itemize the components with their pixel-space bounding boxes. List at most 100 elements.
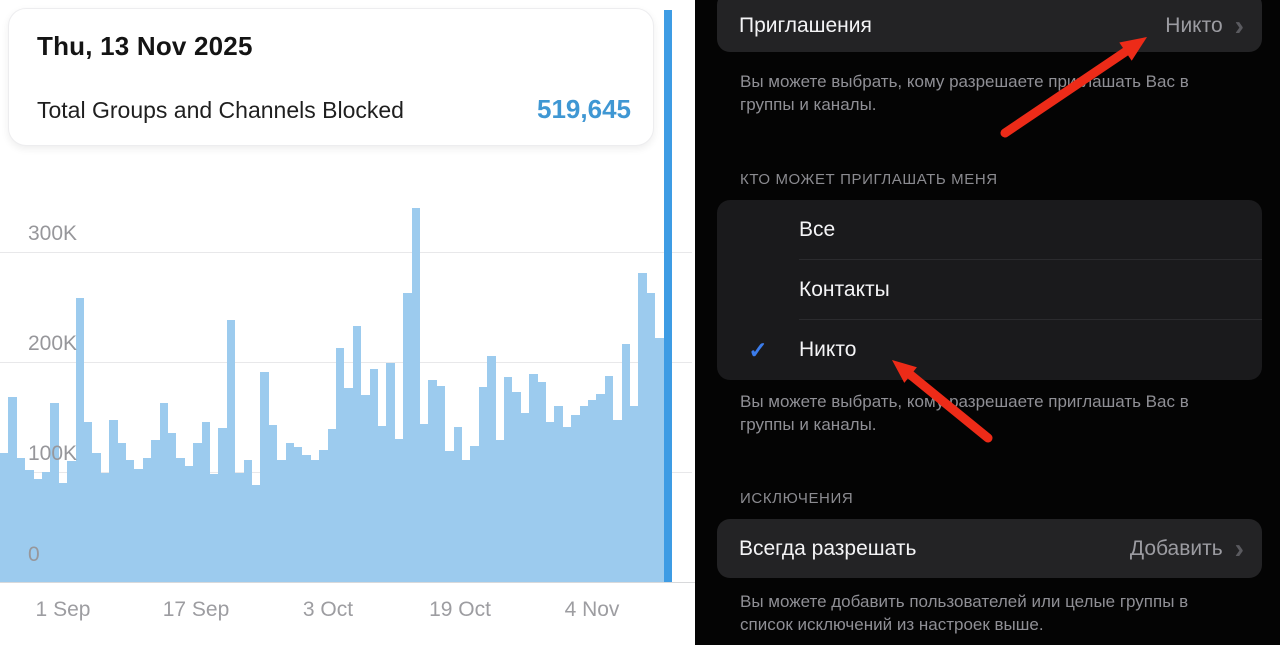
bar[interactable] <box>50 403 59 582</box>
bar[interactable] <box>361 395 370 582</box>
bar[interactable] <box>646 293 656 582</box>
bar[interactable] <box>25 470 34 582</box>
bar[interactable] <box>554 406 563 582</box>
bar[interactable] <box>260 372 269 582</box>
bar[interactable] <box>243 460 252 582</box>
option-contacts[interactable]: Контакты <box>717 260 1262 320</box>
bar[interactable] <box>117 443 126 582</box>
bar[interactable] <box>428 380 437 582</box>
bar[interactable] <box>319 450 328 582</box>
y-tick-300k: 300K <box>28 222 78 245</box>
bar[interactable] <box>621 344 630 582</box>
bar[interactable] <box>411 208 420 582</box>
invitations-row[interactable]: Приглашения Никто › <box>717 0 1262 52</box>
chevron-right-icon: › <box>1234 532 1244 564</box>
bar[interactable] <box>33 479 42 582</box>
bar[interactable] <box>562 427 572 582</box>
bar[interactable] <box>226 320 236 582</box>
bar[interactable] <box>537 382 546 582</box>
chart-tooltip: Thu, 13 Nov 2025 Total Groups and Channe… <box>8 8 654 146</box>
bar[interactable] <box>436 386 446 582</box>
bar[interactable] <box>546 422 555 582</box>
bar[interactable] <box>285 443 294 582</box>
bar[interactable] <box>638 273 647 582</box>
bar[interactable] <box>403 293 412 582</box>
bar[interactable] <box>210 474 219 582</box>
bar[interactable] <box>512 392 521 582</box>
bar[interactable] <box>386 363 395 582</box>
privacy-settings-panel: Приглашения Никто › Вы можете выбрать, к… <box>695 0 1280 645</box>
tooltip-date: Thu, 13 Nov 2025 <box>37 31 253 61</box>
bar[interactable] <box>134 469 143 582</box>
bar[interactable] <box>470 446 479 582</box>
bar[interactable] <box>420 424 429 582</box>
bar[interactable] <box>327 429 336 582</box>
bar[interactable] <box>151 440 160 582</box>
bar[interactable] <box>294 447 303 582</box>
bar[interactable] <box>445 451 454 582</box>
bar[interactable] <box>588 400 597 582</box>
bar-selected[interactable] <box>663 10 672 582</box>
bar[interactable] <box>193 443 202 582</box>
x-tick-19oct: 19 Oct <box>429 598 491 621</box>
option-everybody[interactable]: Все <box>717 200 1262 260</box>
bar[interactable] <box>504 377 513 582</box>
bar[interactable] <box>336 348 345 582</box>
bar[interactable] <box>100 473 110 582</box>
bar[interactable] <box>579 406 588 582</box>
bar[interactable] <box>42 472 51 582</box>
bar[interactable] <box>310 460 320 582</box>
bar[interactable] <box>369 369 378 582</box>
bar[interactable] <box>58 483 68 582</box>
option-nobody[interactable]: ✓ Никто <box>717 320 1262 380</box>
bar[interactable] <box>268 425 278 582</box>
bar[interactable] <box>344 388 353 582</box>
chart-bars[interactable] <box>0 0 673 582</box>
bar[interactable] <box>655 338 664 582</box>
bar[interactable] <box>218 428 227 582</box>
bar[interactable] <box>142 458 152 582</box>
bar[interactable] <box>84 422 93 582</box>
bar[interactable] <box>487 356 496 582</box>
bar[interactable] <box>630 406 639 582</box>
x-axis: 1 Sep 17 Sep 3 Oct 19 Oct 4 Nov <box>0 598 695 628</box>
bar[interactable] <box>302 455 311 582</box>
bar[interactable] <box>277 460 286 582</box>
bar[interactable] <box>0 453 9 582</box>
bar[interactable] <box>520 413 530 582</box>
bar[interactable] <box>176 458 185 582</box>
bar[interactable] <box>126 460 135 582</box>
row-divider <box>799 259 1262 260</box>
bar[interactable] <box>75 298 84 582</box>
bar[interactable] <box>16 458 26 582</box>
who-can-invite-header: КТО МОЖЕТ ПРИГЛАШАТЬ МЕНЯ <box>740 171 998 188</box>
bar[interactable] <box>92 453 101 582</box>
bar[interactable] <box>453 427 462 582</box>
bar[interactable] <box>235 473 244 582</box>
bar[interactable] <box>378 426 387 582</box>
bar[interactable] <box>529 374 538 582</box>
bar[interactable] <box>252 485 261 582</box>
always-allow-card: Всегда разрешать Добавить › <box>717 519 1262 578</box>
bar[interactable] <box>67 461 76 582</box>
bar[interactable] <box>8 397 17 582</box>
always-allow-label: Всегда разрешать <box>739 536 917 560</box>
bar[interactable] <box>201 422 210 582</box>
always-allow-row[interactable]: Всегда разрешать Добавить › <box>717 519 1262 578</box>
bar[interactable] <box>168 433 177 582</box>
bar[interactable] <box>159 403 168 582</box>
exceptions-caption: Вы можете добавить пользователей или цел… <box>740 592 1189 634</box>
bar[interactable] <box>571 415 580 582</box>
x-axis-line <box>0 582 695 583</box>
bar[interactable] <box>184 466 194 582</box>
bar[interactable] <box>109 420 118 582</box>
bar[interactable] <box>394 439 404 582</box>
bar[interactable] <box>478 387 488 582</box>
bar[interactable] <box>604 376 614 582</box>
bar[interactable] <box>613 420 622 582</box>
bar[interactable] <box>495 440 504 582</box>
bar[interactable] <box>352 326 362 582</box>
y-tick-100k: 100K <box>28 442 78 465</box>
bar[interactable] <box>462 460 471 582</box>
bar[interactable] <box>596 394 605 582</box>
